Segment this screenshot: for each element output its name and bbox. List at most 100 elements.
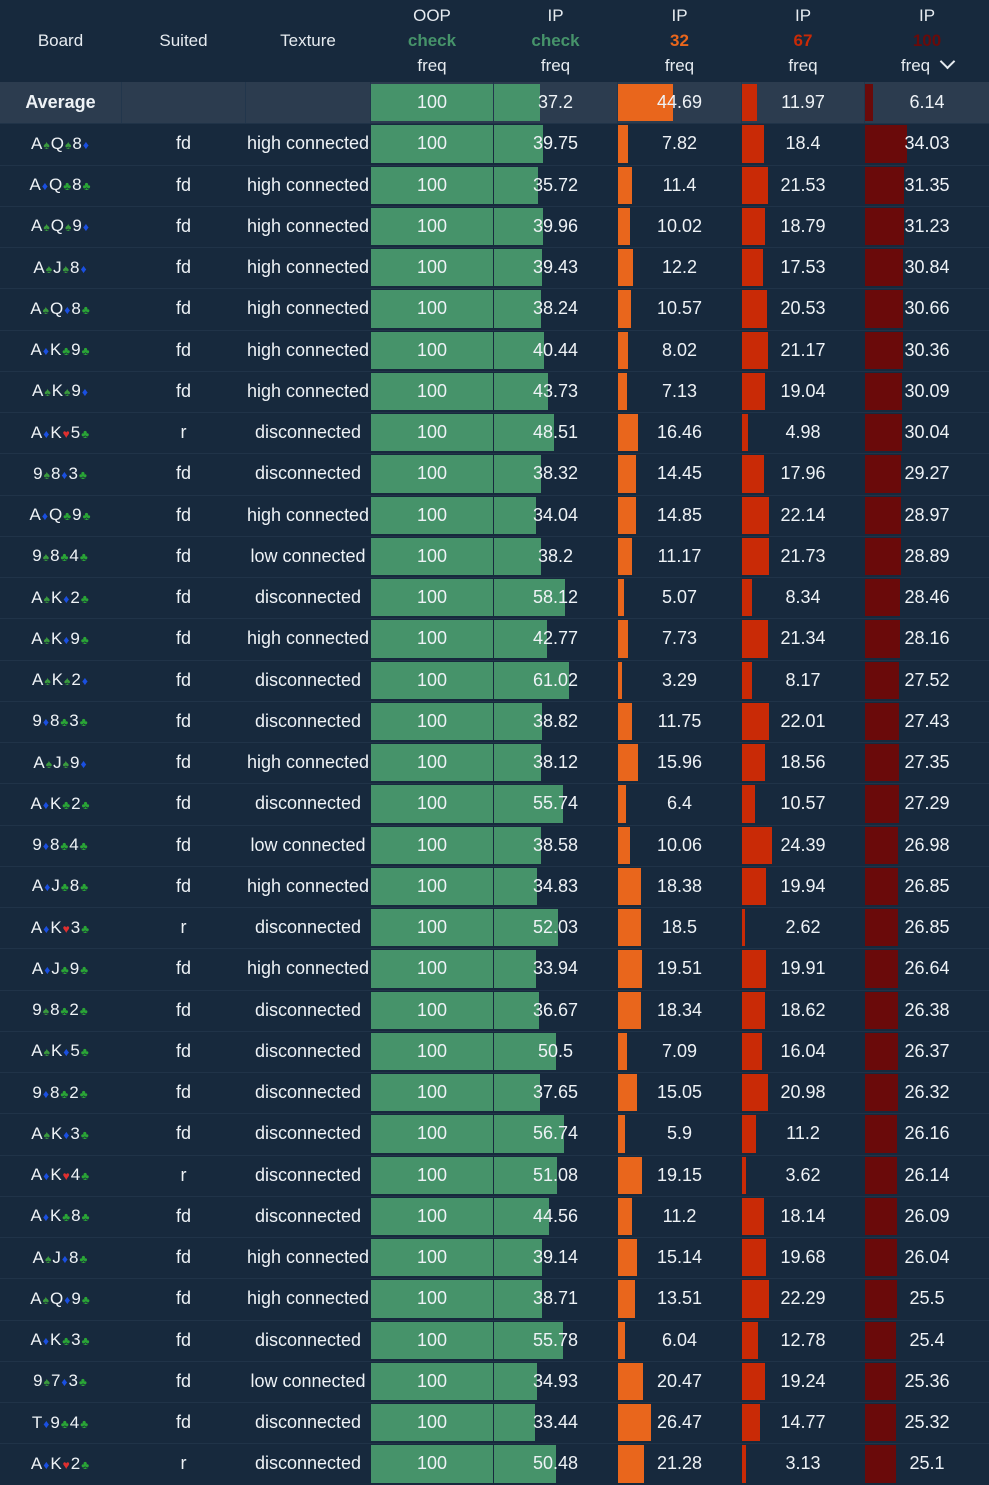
- table-row[interactable]: A ♠ K ♦ 2 ♣ fd disconnected 100 58.12 5.07 8.34 28.4…: [0, 577, 989, 618]
- ip-check-value: 35.72: [532, 174, 579, 195]
- ip-bet-32-value: 12.2: [661, 257, 698, 278]
- table-row[interactable]: A ♠ J ♦ 8 ♣ fd high connected 100 39.14 15.14 19.68…: [0, 1237, 989, 1278]
- table-row[interactable]: A ♦ K ♣ 3 ♣ fd disconnected 100 55.78 6.04 12.78 25.…: [0, 1319, 989, 1361]
- card-rank: 4: [70, 1165, 81, 1185]
- ip-bet-100-value: 25.36: [904, 1370, 950, 1391]
- ip-bet-100-cell: 26.64: [865, 948, 989, 989]
- suited-header-label: Suited: [159, 31, 208, 50]
- oop-check-cell: 100: [371, 825, 493, 866]
- average-oop-check-cell: 100: [371, 82, 493, 123]
- table-row[interactable]: 9 ♠ 7 ♦ 3 ♣ fd low connected 100 34.93 20.47 19.24 2…: [0, 1360, 989, 1402]
- oop-check-bar: [371, 909, 493, 947]
- ip-bet-100-bar: [865, 991, 898, 1029]
- table-row[interactable]: 9 ♦ 8 ♣ 4 ♣ fd low connected 100 38.58 10.06 24.39 2…: [0, 824, 989, 866]
- ip-check-value: 38.71: [532, 1288, 579, 1309]
- suited-value-cell: fd: [122, 990, 245, 1031]
- ip-check-value: 44.56: [532, 1205, 579, 1226]
- table-row[interactable]: A ♦ J ♣ 8 ♣ fd high connected 100 34.83 18.38 19.94…: [0, 865, 989, 907]
- table-row[interactable]: 9 ♠ 8 ♦ 3 ♣ fd disconnected 100 38.32 14.45 17.96 29…: [0, 453, 989, 494]
- ip-bet-32-bar: [618, 1321, 626, 1359]
- ip-bet-32-cell: 5.07: [618, 577, 741, 618]
- ip-bet-32-value: 18.34: [656, 999, 703, 1020]
- suited-value: r: [180, 917, 187, 938]
- ip-100-header-sort[interactable]: freq: [865, 53, 989, 76]
- column-header-ip-check[interactable]: IP check freq: [494, 0, 617, 82]
- table-row[interactable]: A ♦ K ♣ 8 ♣ fd disconnected 100 44.56 11.2 18.14 26.…: [0, 1195, 989, 1237]
- column-header-board[interactable]: Board: [0, 0, 121, 82]
- suited-value: fd: [175, 669, 191, 690]
- club-icon: ♣: [60, 839, 69, 854]
- table-row[interactable]: A ♠ Q ♠ 8 ♦ fd high connected 100 39.75 7.82 18.4 34…: [0, 123, 989, 164]
- club-icon: ♣: [62, 1210, 71, 1225]
- texture-value-cell: disconnected: [246, 577, 370, 618]
- table-row[interactable]: A ♠ K ♦ 5 ♣ fd disconnected 100 50.5 7.09 16.04 26.3…: [0, 1030, 989, 1072]
- table-row[interactable]: A ♦ K ♥ 5 ♣ r disconnected 100 48.51 16.46 4.98 30.0…: [0, 412, 989, 453]
- card-rank: A: [33, 752, 45, 772]
- table-row[interactable]: A ♠ K ♠ 2 ♦ fd disconnected 100 61.02 3.29 8.17 27.5…: [0, 659, 989, 701]
- card-rank: 9: [72, 505, 82, 525]
- spade-icon: ♠: [45, 756, 53, 771]
- table-row[interactable]: A ♦ K ♣ 2 ♣ fd disconnected 100 55.74 6.4 10.57 27.2…: [0, 783, 989, 824]
- ip-check-value: 38.58: [532, 834, 579, 855]
- ip-bet-100-value: 30.09: [904, 380, 950, 401]
- table-row[interactable]: A ♦ J ♣ 9 ♣ fd high connected 100 33.94 19.51 19.91…: [0, 948, 989, 989]
- row-divider: [0, 412, 989, 413]
- table-row[interactable]: T ♦ 9 ♣ 4 ♣ fd disconnected 100 33.44 26.47 14.77 25…: [0, 1402, 989, 1443]
- table-row[interactable]: A ♦ K ♥ 3 ♣ r disconnected 100 52.03 18.5 2.62 26.85: [0, 907, 989, 948]
- average-row[interactable]: Average 100 37.2 44.69 11.97 6.14: [0, 82, 989, 124]
- diamond-icon: ♦: [44, 962, 51, 977]
- board-cell: A ♠ K ♦ 9 ♣: [0, 618, 121, 659]
- table-row[interactable]: 9 ♦ 8 ♣ 2 ♣ fd disconnected 100 37.65 15.05 20.98 26…: [0, 1072, 989, 1113]
- chevron-down-icon[interactable]: [939, 53, 956, 70]
- ip-check-value: 33.94: [532, 958, 579, 979]
- board-cards: A ♦ K ♣ 9 ♣: [0, 330, 121, 371]
- average-ip-bet-100-bar: [865, 84, 873, 122]
- card-rank: 3: [69, 711, 79, 731]
- table-row[interactable]: 9 ♠ 8 ♣ 4 ♣ fd low connected 100 38.2 11.17 21.73 28…: [0, 535, 989, 577]
- column-header-ip-bet-32[interactable]: IP 32 freq: [618, 0, 741, 82]
- ip-check-value: 38.82: [532, 710, 579, 731]
- oop-check-value: 100: [416, 999, 448, 1020]
- ip-bet-67-value: 17.53: [780, 257, 826, 278]
- table-row[interactable]: A ♦ Q ♣ 9 ♣ fd high connected 100 34.04 14.85 22.14…: [0, 494, 989, 536]
- table-row[interactable]: 9 ♦ 8 ♣ 3 ♣ fd disconnected 100 38.82 11.75 22.01 27…: [0, 700, 989, 742]
- table-row[interactable]: A ♠ Q ♦ 8 ♣ fd high connected 100 38.24 10.57 20.53…: [0, 288, 989, 329]
- table-row[interactable]: A ♠ J ♠ 9 ♦ fd high connected 100 38.12 15.96 18.56…: [0, 742, 989, 783]
- column-header-ip-bet-100[interactable]: IP 100 freq: [865, 0, 989, 82]
- suited-value: r: [180, 1453, 187, 1474]
- table-row[interactable]: A ♠ K ♦ 9 ♣ fd high connected 100 42.77 7.73 21.34 2…: [0, 618, 989, 659]
- oop-check-value: 100: [416, 1370, 448, 1391]
- board-cards: A ♠ Q ♠ 8 ♦: [0, 123, 121, 164]
- ip-check-bar: [494, 414, 554, 452]
- ip-check-cell: 38.58: [494, 825, 617, 866]
- table-row[interactable]: A ♦ Q ♣ 8 ♣ fd high connected 100 35.72 11.4 21.53 3…: [0, 164, 989, 206]
- card-rank: J: [51, 958, 60, 978]
- suited-value-cell: r: [122, 907, 245, 948]
- card-rank: 8: [50, 463, 61, 483]
- column-header-suited[interactable]: Suited: [122, 0, 245, 82]
- table-row[interactable]: A ♠ Q ♦ 9 ♣ fd high connected 100 38.71 13.51 22.29…: [0, 1278, 989, 1319]
- table-row[interactable]: 9 ♠ 8 ♣ 2 ♣ fd disconnected 100 36.67 18.34 18.62 26…: [0, 989, 989, 1031]
- suited-value: fd: [175, 215, 191, 236]
- table-row[interactable]: A ♠ Q ♠ 9 ♦ fd high connected 100 39.96 10.02 18.79…: [0, 205, 989, 247]
- table-row[interactable]: A ♠ K ♦ 3 ♣ fd disconnected 100 56.74 5.9 11.2 26.16: [0, 1113, 989, 1154]
- column-header-texture[interactable]: Texture: [246, 0, 370, 82]
- ip-67-header-action: 67: [793, 31, 813, 50]
- texture-value-cell: disconnected: [246, 1402, 370, 1443]
- texture-value: disconnected: [254, 1164, 362, 1185]
- ip-bet-100-bar: [865, 1115, 898, 1153]
- ip-bet-67-value: 8.17: [785, 669, 821, 690]
- column-header-ip-bet-67[interactable]: IP 67 freq: [742, 0, 864, 82]
- row-divider: [0, 618, 989, 620]
- ip-check-cell: 39.43: [494, 247, 617, 288]
- diamond-icon: ♦: [43, 1169, 50, 1184]
- table-row[interactable]: A ♦ K ♥ 4 ♣ r disconnected 100 51.08 19.15 3.62 26.1…: [0, 1154, 989, 1196]
- table-row[interactable]: A ♠ J ♠ 8 ♦ fd high connected 100 39.43 12.2 17.53 3…: [0, 247, 989, 288]
- table-row[interactable]: A ♠ K ♠ 9 ♦ fd high connected 100 43.73 7.13 19.04 3…: [0, 370, 989, 412]
- board-cell: A ♦ K ♥ 4 ♣: [0, 1155, 121, 1196]
- oop-check-bar: [371, 537, 493, 575]
- column-header-oop-check[interactable]: OOP check freq: [371, 0, 493, 82]
- average-ip-check-value: 37.2: [537, 92, 574, 113]
- table-row[interactable]: A ♦ K ♣ 9 ♣ fd high connected 100 40.44 8.02 21.17 3…: [0, 329, 989, 371]
- table-row[interactable]: A ♦ K ♥ 2 ♣ r disconnected 100 50.48 21.28 3.13 25.1: [0, 1443, 989, 1484]
